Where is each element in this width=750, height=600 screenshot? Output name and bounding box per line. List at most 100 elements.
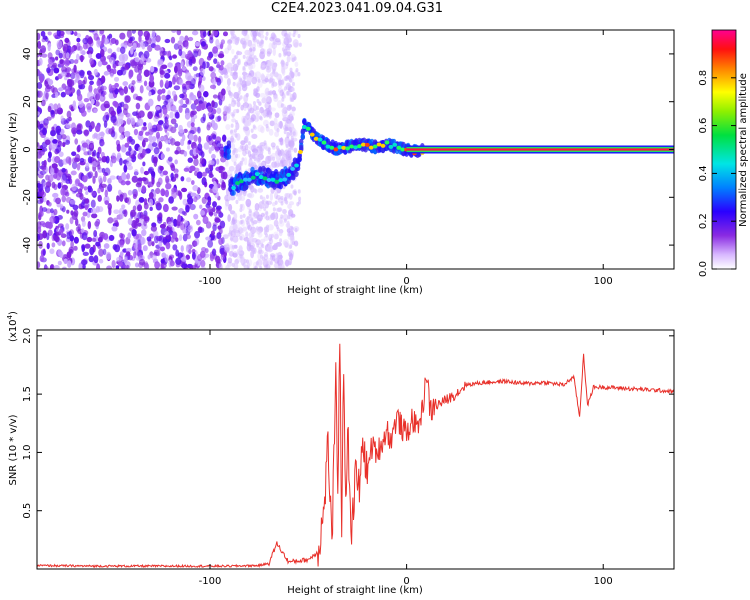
spectrogram-noise-cell [173,218,178,227]
spectrogram-noise-cell [105,251,112,261]
spectrogram-noise-cell [256,115,260,122]
spectrogram-noise-cell [83,97,90,103]
spectrogram-noise-cell [86,172,92,180]
spectrogram-noise-cell [288,160,292,166]
spectrogram-noise-cell [242,65,246,71]
spectrogram-noise-cell [242,226,248,232]
spectrogram-noise-cell [131,175,138,183]
spectrogram-noise-cell [217,115,222,122]
spectrogram-noise-cell [45,92,49,100]
spectrogram-noise-cell [54,91,59,98]
spectrogram-noise-cell [240,104,244,111]
spectrogram-noise-cell [93,255,99,264]
spectrogram-noise-cell [199,210,206,216]
spectrogram-noise-cell [141,177,147,182]
spectrogram-noise-cell [297,33,301,39]
spectrogram-noise-cell [268,104,272,112]
spectrogram-noise-cell [269,154,273,162]
spectrogram-noise-cell [108,106,115,115]
spectrogram-noise-cell [82,175,88,183]
spectrogram-noise-cell [148,198,154,207]
spectrogram-noise-cell [269,36,275,42]
spectrogram-noise-cell [252,104,258,112]
spectrogram-noise-cell [62,46,67,54]
spectrogram-noise-cell [134,57,140,63]
spectrogram-noise-cell [165,80,170,88]
spectrogram-noise-cell [162,107,168,115]
spectrogram-noise-cell [55,125,62,134]
spectrogram-noise-cell [187,224,194,233]
spectrogram-noise-cell [172,74,179,83]
spectrogram-noise-cell [286,90,290,96]
spectrogram-noise-cell [82,37,89,45]
spectrogram-noise-cell [112,63,117,69]
spectrogram-signal-peak [235,181,240,186]
spectrogram-noise-cell [195,73,201,78]
spectrogram-noise-cell [280,103,284,108]
spectrogram-noise-cell [171,30,177,34]
spectrogram-noise-cell [203,142,210,150]
spectrogram-noise-cell [91,213,98,219]
spectrogram-noise-cell [165,234,170,240]
spectrogram-noise-cell [276,128,280,133]
spectrogram-noise-cell [182,86,187,94]
spectrogram-noise-cell [268,128,274,136]
spectrogram-noise-cell [234,66,238,71]
spectrogram-noise-cell [278,230,283,237]
spectrogram-noise-cell [70,240,74,249]
spectrogram-noise-cell [280,195,284,201]
spectrogram-noise-cell [168,254,175,259]
spectrogram-noise-cell [116,195,120,202]
spectrogram-noise-cell [131,229,137,237]
spectrogram-x-tick-label: -100 [199,276,222,287]
spectrogram-noise-cell [279,89,284,97]
spectrogram-noise-cell [239,236,243,241]
spectrogram-noise-cell [255,92,261,98]
spectrogram-noise-cell [178,129,185,134]
spectrogram-noise-cell [194,171,198,176]
spectrogram-noise-cell [223,247,229,253]
spectrogram-noise-cell [76,162,81,171]
spectrogram-noise-cell [272,40,276,46]
spectrogram-noise-cell [115,39,119,46]
spectrogram-noise-cell [191,57,196,65]
spectrogram-noise-cell [148,192,154,199]
spectrogram-noise-cell [128,136,133,143]
figure-title: C2E4.2023.041.09.04.G31 [270,1,444,16]
spectrogram-noise-cell [114,244,121,253]
spectrogram-noise-cell [112,217,118,223]
spectrogram-noise-cell [286,119,290,124]
spectrogram-noise-cell [234,74,238,79]
spectrogram-noise-cell [180,256,187,262]
spectrogram-noise-cell [249,62,256,70]
spectrogram-noise-cell [106,265,113,269]
spectrogram-noise-cell [147,111,153,120]
spectrogram-noise-cell [227,192,232,202]
spectrogram-noise-cell [125,180,131,185]
spectrogram-axes: -100 0 100 -40 -20 0 20 40 [22,30,674,287]
spectrogram-noise-cell [260,238,266,243]
spectrogram-noise-cell [250,185,255,192]
spectrogram-signal-peak [392,142,398,147]
spectrogram-noise-cell [95,241,101,247]
spectrogram-noise-cell [201,196,207,205]
spectrogram-noise-cell [57,103,61,111]
spectrogram-noise-cell [263,140,267,145]
spectrogram-signal-peak [309,132,315,137]
spectrogram-noise-cell [59,251,64,259]
spectrogram-noise-cell [153,147,160,155]
spectrogram-noise-cell [225,264,230,269]
spectrogram-noise-cell [292,190,296,195]
spectrogram-noise-cell [197,254,203,262]
spectrogram-noise-cell [109,72,114,78]
spectrogram-noise-cell [133,128,139,136]
spectrogram-noise-cell [102,175,107,183]
spectrogram-noise-cell [262,259,269,268]
spectrogram-noise-cell [150,225,158,232]
spectrogram-y-label: Frequency (Hz) [8,112,19,188]
spectrogram-noise-cell [218,165,224,171]
spectrogram-noise-cell [90,121,95,130]
spectrogram-noise-cell [261,74,266,83]
spectrogram-noise-cell [288,249,294,258]
spectrogram-noise-cell [193,213,199,220]
